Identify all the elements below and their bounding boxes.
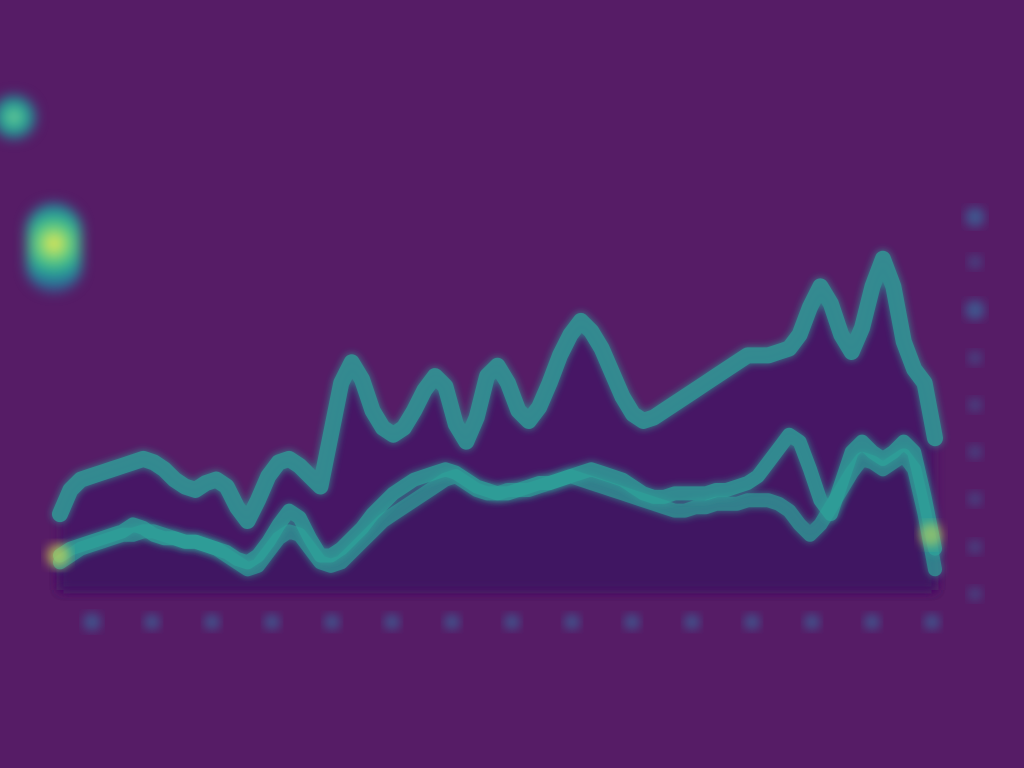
x-tick-mark-15 [924, 614, 940, 630]
y-tick-mark-1 [965, 207, 985, 227]
y-tick-mark-2 [968, 255, 982, 269]
x-tick-mark-5 [324, 614, 340, 630]
y-tick-mark-3 [965, 300, 985, 320]
series-line-3 [52, 250, 943, 529]
x-tick-mark-8 [504, 614, 520, 630]
summary-block [26, 198, 416, 308]
y-tick-mark-8 [968, 540, 982, 554]
header-block [0, 95, 430, 190]
header-badge-icon [0, 95, 36, 139]
y-tick-mark-6 [968, 445, 982, 459]
x-tick-mark-2 [144, 614, 160, 630]
x-tick-mark-7 [444, 614, 460, 630]
x-tick-mark-1 [83, 613, 101, 631]
x-tick-mark-10 [624, 614, 640, 630]
series-line-2 [53, 427, 942, 570]
series-area-1 [60, 455, 935, 590]
y-tick-mark-5 [968, 398, 982, 412]
x-tick-mark-9 [564, 614, 580, 630]
x-tick-mark-14 [864, 614, 880, 630]
x-tick-mark-13 [804, 614, 820, 630]
y-tick-mark-9 [968, 587, 982, 601]
x-tick-mark-12 [744, 614, 760, 630]
x-tick-mark-3 [204, 614, 220, 630]
y-tick-mark-7 [968, 492, 982, 506]
x-tick-mark-11 [684, 614, 700, 630]
plot-root [46, 207, 985, 631]
x-tick-mark-6 [384, 614, 400, 630]
left-highlight-point [46, 543, 70, 568]
summary-highlight-icon [26, 203, 82, 293]
y-tick-mark-4 [968, 351, 982, 365]
right-highlight-point [919, 522, 943, 547]
x-tick-mark-4 [264, 614, 280, 630]
